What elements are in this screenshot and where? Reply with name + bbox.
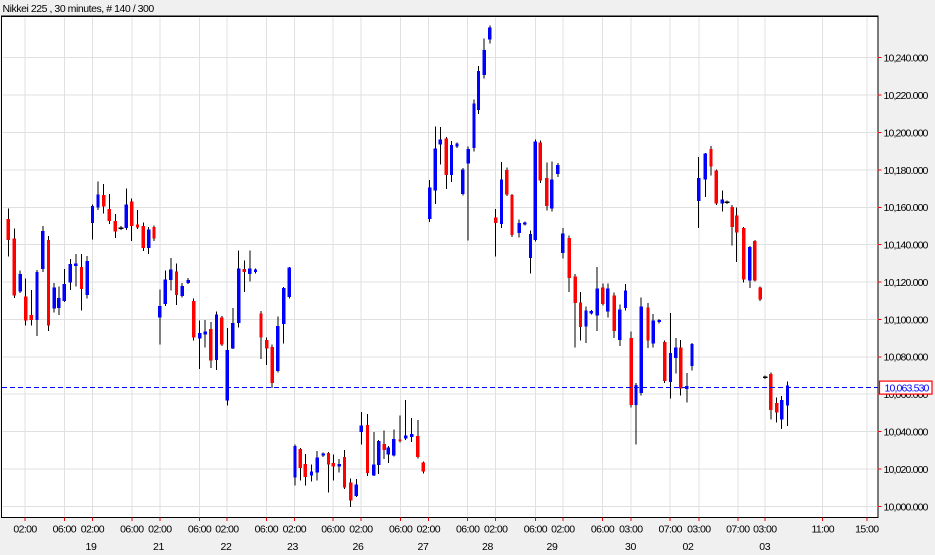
svg-text:29: 29 [547,541,558,553]
svg-text:06:00: 06:00 [389,524,413,536]
svg-text:02:00: 02:00 [13,524,37,536]
svg-text:22: 22 [221,541,232,553]
svg-text:03:00: 03:00 [687,524,711,536]
svg-text:03: 03 [759,541,770,553]
svg-text:26: 26 [353,541,364,553]
svg-text:06:00: 06:00 [456,524,480,536]
svg-text:02:00: 02:00 [81,524,105,536]
svg-text:10,140.000: 10,140.000 [884,240,929,252]
svg-text:10,000.000: 10,000.000 [884,501,929,513]
svg-text:27: 27 [418,541,429,553]
svg-text:06:00: 06:00 [321,524,345,536]
svg-text:10,063.530: 10,063.530 [885,383,930,395]
svg-text:03:00: 03:00 [619,524,643,536]
svg-text:02:00: 02:00 [417,524,441,536]
svg-text:11:00: 11:00 [811,524,834,536]
svg-text:21: 21 [153,541,164,553]
svg-text:23: 23 [287,541,298,553]
svg-text:10,160.000: 10,160.000 [884,202,929,214]
svg-text:19: 19 [86,541,97,553]
svg-text:10,200.000: 10,200.000 [884,127,929,139]
svg-text:10,180.000: 10,180.000 [884,165,929,177]
svg-text:02:00: 02:00 [148,524,172,536]
svg-text:06:00: 06:00 [591,524,615,536]
svg-text:02:00: 02:00 [551,524,575,536]
svg-text:15:00: 15:00 [855,524,879,536]
svg-text:02:00: 02:00 [283,524,307,536]
svg-text:10,100.000: 10,100.000 [884,314,929,326]
svg-text:02:00: 02:00 [484,524,508,536]
svg-text:10,020.000: 10,020.000 [884,464,929,476]
svg-text:10,120.000: 10,120.000 [884,277,929,289]
svg-text:28: 28 [482,541,493,553]
svg-text:10,040.000: 10,040.000 [884,427,929,439]
svg-text:06:00: 06:00 [53,524,77,536]
svg-text:10,220.000: 10,220.000 [884,90,929,102]
svg-text:06:00: 06:00 [188,524,212,536]
svg-text:Nikkei 225 , 30 minutes, # 140: Nikkei 225 , 30 minutes, # 140 / 300 [3,3,155,15]
svg-text:30: 30 [625,541,636,553]
svg-text:02:00: 02:00 [215,524,239,536]
svg-text:02: 02 [683,541,694,553]
svg-text:02:00: 02:00 [349,524,373,536]
svg-text:10,240.000: 10,240.000 [884,53,929,65]
svg-text:07:00: 07:00 [726,524,750,536]
svg-text:10,080.000: 10,080.000 [884,352,929,364]
svg-text:03:00: 03:00 [753,524,777,536]
svg-text:06:00: 06:00 [524,524,548,536]
svg-text:06:00: 06:00 [255,524,279,536]
svg-text:06:00: 06:00 [120,524,144,536]
svg-text:07:00: 07:00 [659,524,683,536]
